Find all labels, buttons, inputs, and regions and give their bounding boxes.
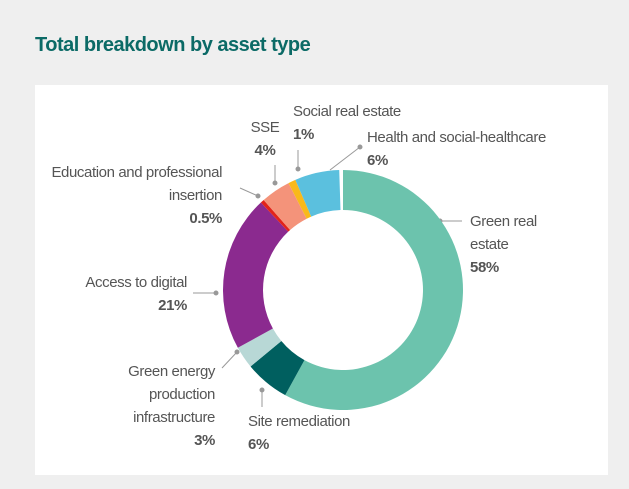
donut-segment: [237, 328, 282, 367]
segment-label: Health and social-healthcare 6%: [367, 126, 567, 172]
category-name: Health and social-healthcare: [367, 129, 546, 146]
value-label: 4%: [254, 142, 276, 159]
segment-label: Site remediation 6%: [248, 410, 388, 456]
donut-segment: [250, 340, 305, 396]
segment-label: Green energy production infrastructure 3%: [95, 360, 215, 452]
category-name: Education and professional insertion: [51, 164, 222, 204]
panel: [35, 85, 608, 475]
value-label: 3%: [194, 432, 215, 449]
segment-label: Social real estate 1%: [293, 100, 433, 146]
category-name: Site remediation: [248, 413, 350, 430]
segment-label: Education and professional insertion 0.5%: [40, 161, 222, 230]
category-name: Access to digital: [85, 274, 187, 291]
value-label: 6%: [248, 436, 269, 453]
segment-label: SSE 4%: [215, 116, 315, 162]
segment-label: Access to digital 21%: [40, 271, 187, 317]
chart-title: Total breakdown by asset type: [35, 34, 311, 56]
value-label: 21%: [158, 297, 187, 314]
value-label: 6%: [367, 152, 388, 169]
value-label: 0.5%: [189, 210, 222, 227]
donut-segment: [263, 183, 307, 230]
donut-segment: [295, 170, 341, 217]
donut-segment: [223, 202, 289, 348]
leaders: [193, 144, 462, 407]
donut-segment: [285, 170, 463, 410]
value-label: 58%: [470, 259, 499, 276]
segment-label: Green real estate 58%: [470, 210, 550, 279]
category-name: Green energy production infrastructure: [128, 363, 215, 426]
donut-segment: [260, 199, 291, 232]
value-label: 1%: [293, 126, 314, 143]
donut-segment: [288, 179, 312, 219]
category-name: Green real estate: [470, 213, 537, 253]
category-name: SSE: [250, 119, 280, 136]
category-name: Social real estate: [293, 103, 401, 120]
